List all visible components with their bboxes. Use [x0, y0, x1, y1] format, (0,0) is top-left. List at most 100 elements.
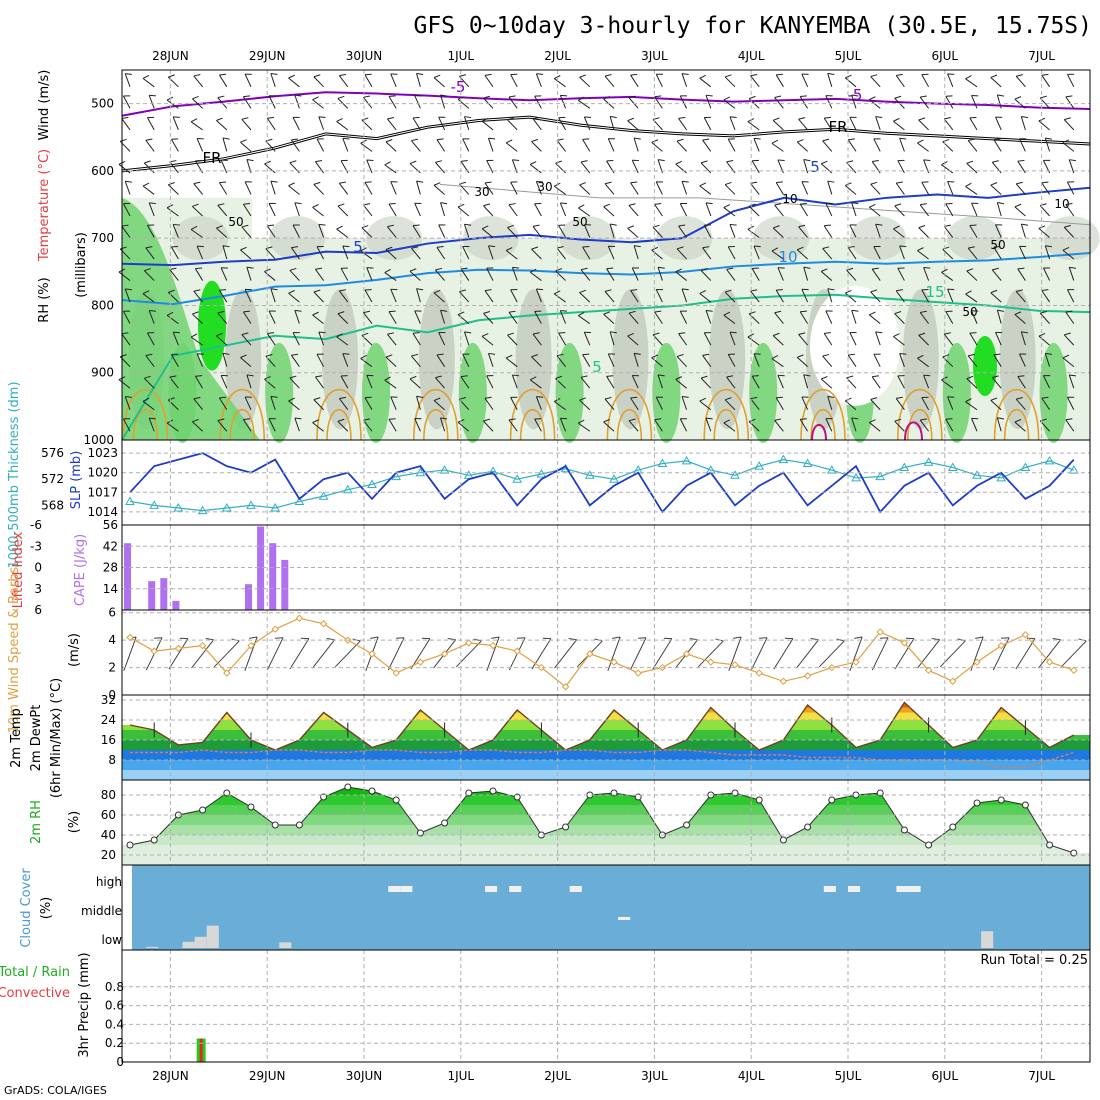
wind-marker-1: [150, 647, 158, 655]
wind-marker-3: [198, 641, 207, 650]
rh-green-plume-9: [1039, 342, 1068, 443]
barb-18-859: [558, 332, 567, 346]
barb-37-571: [1019, 138, 1027, 152]
barb-22-763: [657, 266, 665, 281]
barb-18-699: [558, 224, 567, 238]
barb-32-475: [895, 73, 905, 88]
barb-18-635: [553, 182, 566, 195]
ylabel-wind: Wind (m/s): [37, 70, 52, 141]
contour-label-0: -5: [451, 78, 466, 96]
barb-11-987: [388, 418, 397, 432]
barb-19-987: [578, 419, 591, 432]
barb-25-571: [727, 138, 736, 152]
barb-5-539: [241, 117, 252, 131]
barb-33-955: [921, 396, 930, 410]
thickness-marker-32: [899, 462, 910, 471]
barb-19-571: [582, 138, 591, 152]
barb-22-891: [651, 354, 663, 368]
thickness-marker-0: [125, 496, 135, 505]
barb-17-571: [531, 138, 542, 152]
barb-1-699: [146, 224, 155, 238]
barb-36-763: [991, 267, 1002, 281]
barb-23-699: [678, 224, 688, 238]
barb-11-795: [390, 288, 398, 303]
barb-18-539: [558, 116, 567, 131]
slp-ytick-1023: 1023: [87, 446, 118, 460]
barb-2-859: [172, 331, 180, 346]
barb-14-923: [460, 375, 470, 389]
cloud-low-bar-1: [182, 941, 195, 948]
barb-21-795: [630, 289, 639, 303]
barb-27-475: [775, 73, 784, 88]
barb-27-539: [772, 117, 784, 131]
barb-38-731: [1044, 245, 1052, 260]
thick-ytick-568: 568: [41, 498, 64, 512]
barb-36-891: [993, 353, 1002, 367]
wind-speed-line: [129, 617, 1074, 688]
barb-38-923: [1043, 375, 1051, 389]
barb-14-571: [462, 138, 470, 152]
wind-marker-11: [392, 669, 400, 677]
barb-39-731: [1062, 246, 1075, 260]
barb-11-731: [385, 246, 397, 260]
barb-10-955: [364, 396, 373, 410]
barb-12-475: [416, 72, 424, 87]
barb-8-539: [318, 116, 326, 131]
barb-20-859: [609, 331, 617, 346]
barb-21-539: [627, 117, 639, 131]
barb-29-731: [822, 246, 833, 260]
barb-31-571: [873, 138, 881, 152]
barb-1-571: [145, 138, 155, 152]
wind-marker-32: [900, 639, 909, 647]
barb-29-539: [823, 116, 833, 131]
rh-upper-blob-2: [366, 216, 422, 261]
barb-30-635: [844, 182, 857, 195]
barb-7-795: [288, 290, 300, 303]
wind10-barb-0: [123, 636, 137, 671]
grid-slp_thickness: [122, 440, 1090, 525]
slp-line: [129, 452, 1075, 514]
barb-20-571: [607, 138, 616, 152]
wind10-barb-19: [576, 638, 603, 668]
barb-6-667: [268, 202, 276, 217]
wind10-barb-25: [728, 636, 742, 671]
li-ytick-4: 6: [34, 603, 42, 617]
bottom-date-30JUN: 30JUN: [346, 1069, 383, 1083]
barb-12-731: [411, 246, 421, 260]
barb-3-987: [192, 418, 203, 432]
wind10-barb-21: [629, 637, 647, 671]
barb-15-955: [484, 396, 494, 411]
rh-marker-34: [949, 823, 957, 831]
barb-23-827: [679, 310, 688, 324]
barb-36-731: [993, 246, 1002, 260]
barb-12-923: [409, 375, 421, 389]
rh-base-fill: [122, 855, 1090, 865]
barb-25-859: [729, 331, 737, 346]
barb-17-923: [529, 376, 542, 389]
wind-marker-33: [924, 666, 933, 675]
barb-29-507: [825, 95, 833, 109]
barb-24-795: [699, 290, 712, 303]
wind10-barb-33: [917, 638, 941, 669]
barb-10-571: [360, 139, 373, 152]
barb-4-731: [222, 245, 230, 260]
barb-23-923: [675, 376, 687, 389]
barb-22-539: [652, 117, 663, 131]
barb-16-923: [511, 374, 520, 389]
wind-ytick-2: 2: [108, 661, 116, 675]
barb-28-699: [798, 224, 808, 238]
top-date-7JUL: 7JUL: [1028, 49, 1055, 63]
wind-marker-0: [126, 633, 134, 642]
barb-16-699: [507, 224, 518, 238]
contour-label-16: 50: [990, 238, 1005, 252]
barb-10-475: [364, 73, 373, 88]
barb-14-667: [457, 203, 470, 217]
barb-27-731: [771, 247, 784, 260]
barb-23-859: [678, 332, 688, 346]
barb-2-891: [170, 353, 179, 367]
barb-23-603: [675, 160, 687, 174]
ylabel-2mdewpt: 2m DewPt: [29, 705, 44, 772]
wind10-barb-31: [871, 637, 889, 671]
isotherm-fr-inner: [121, 116, 1091, 172]
cape-bar-13: [281, 559, 289, 610]
